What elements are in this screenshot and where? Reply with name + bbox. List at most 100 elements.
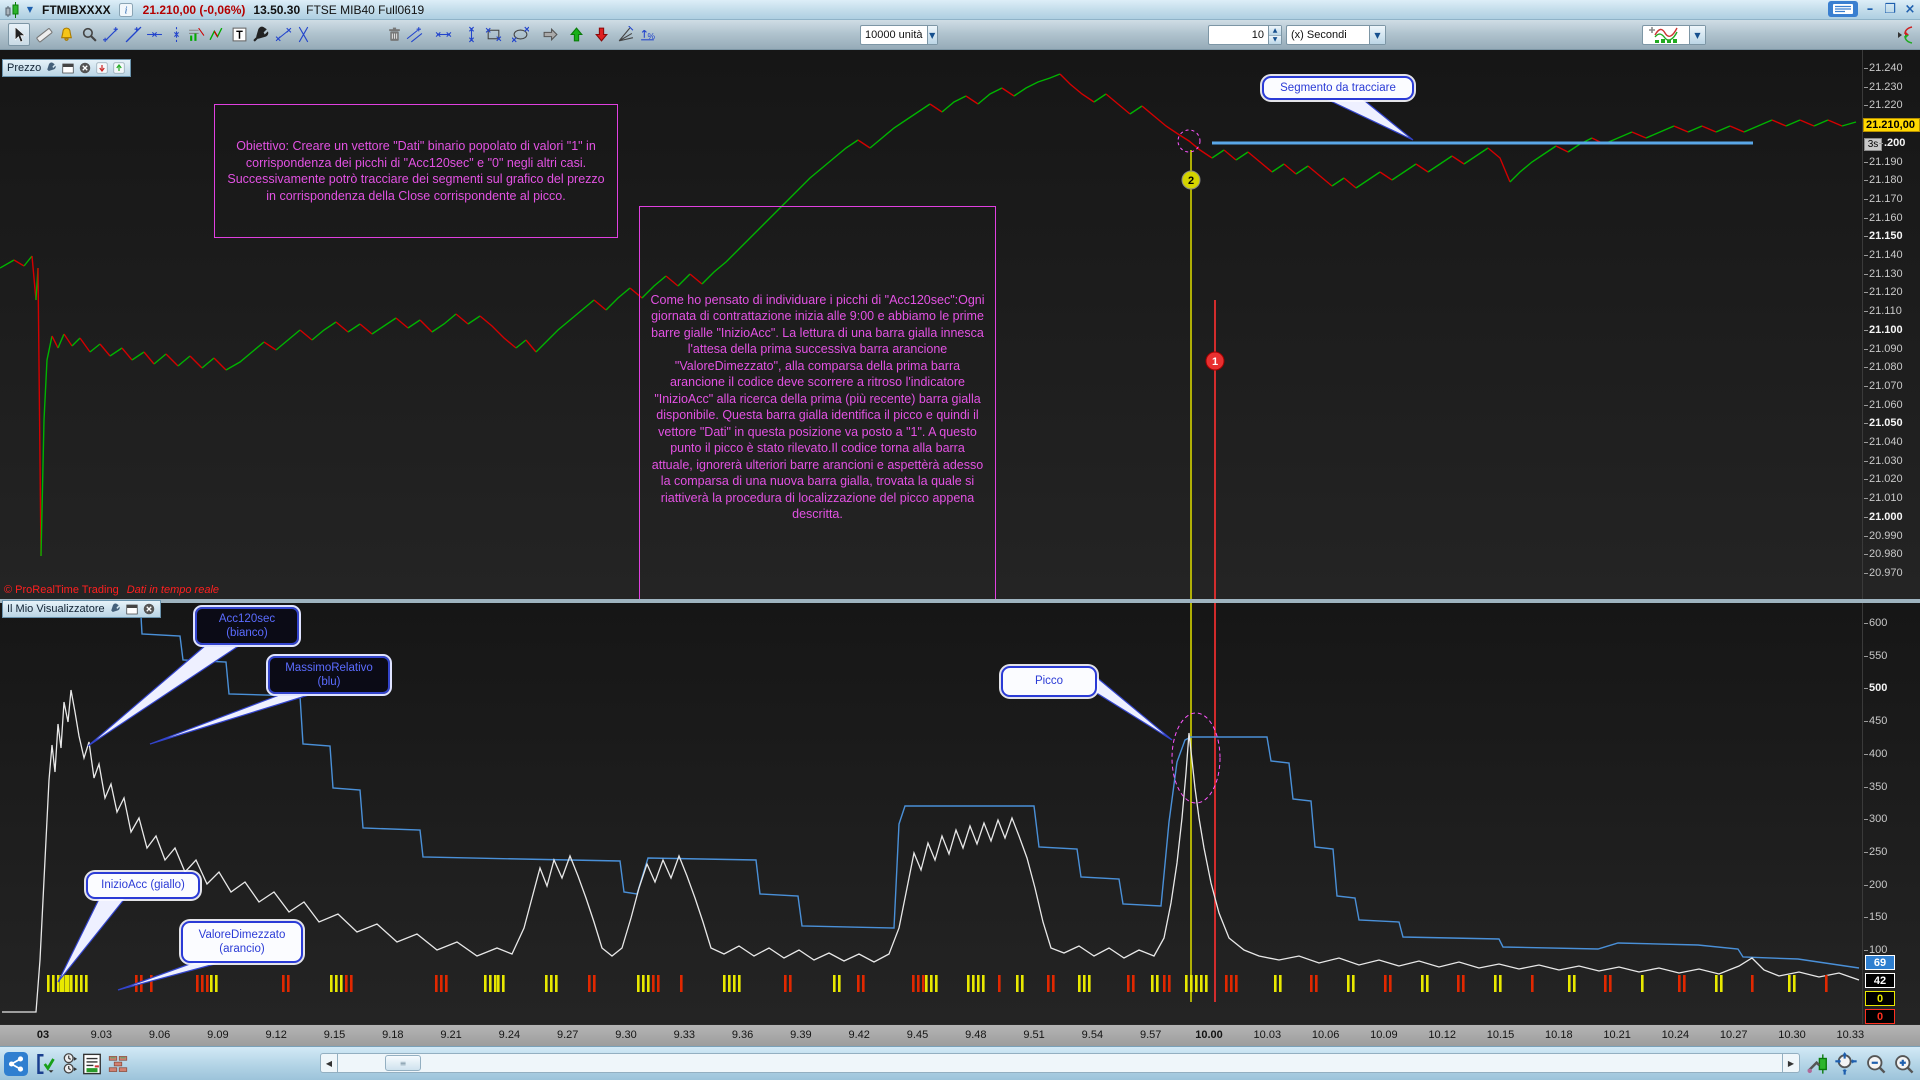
share-icon[interactable] (4, 1052, 28, 1076)
valoredimezzato-bar (922, 975, 925, 992)
rectangle-tool-icon[interactable] (482, 23, 504, 46)
text-tool-icon[interactable] (228, 23, 250, 46)
segment-cross-tool-icon[interactable] (272, 23, 294, 46)
zoom-fit-icon[interactable] (1834, 1052, 1858, 1076)
price-tick-label: 21.100 (1864, 323, 1903, 336)
vertical-segment-tool-icon[interactable] (460, 23, 482, 46)
interval-spinner-icons[interactable]: ▲ ▼ (1268, 26, 1281, 44)
chart-settings-icon[interactable] (1806, 1052, 1830, 1076)
massimorelativo-callout[interactable]: MassimoRelativo (blu) (266, 654, 392, 696)
vertical-line-tool-icon[interactable] (165, 23, 187, 46)
time-tick-label: 10.03 (1253, 1029, 1282, 1041)
valoredimezzato-bar (1132, 975, 1135, 992)
panel-settings-icon[interactable] (108, 603, 122, 616)
panel-window-icon[interactable] (61, 62, 75, 75)
segment-tool-icon[interactable] (100, 23, 122, 46)
ruler-tool-icon[interactable] (33, 23, 55, 46)
valoredimezzato-bar (912, 975, 915, 992)
annotation-chart-tool-icon[interactable] (185, 23, 207, 46)
keyboard-icon[interactable] (1828, 1, 1858, 17)
interval-unit-dropdown-icon[interactable]: ▼ (1369, 26, 1385, 44)
percent-tool-icon[interactable]: % (636, 23, 658, 46)
inizioacc-bar (972, 975, 975, 992)
indicator-tick-label: 450 (1863, 715, 1888, 728)
scroll-left-icon[interactable]: ◀ (321, 1054, 338, 1072)
parallel-lines-tool-icon[interactable] (403, 23, 425, 46)
horizontal-segment-tool-icon[interactable] (432, 23, 454, 46)
inizioacc-callout[interactable]: InizioAcc (giallo) (86, 872, 200, 899)
marker-2-circle[interactable] (1181, 170, 1201, 190)
units-dropdown-icon[interactable]: ▼ (926, 26, 937, 44)
units-dropdown[interactable]: 10000 unità ▼ (860, 25, 938, 45)
pointer-tool-icon[interactable] (8, 23, 30, 46)
price-tick-label: 20.970 (1864, 566, 1903, 579)
chart-type-dropdown-icon[interactable]: ▼ (1689, 26, 1705, 44)
scrollbar-thumb[interactable]: ≡ (385, 1055, 421, 1071)
picco-highlight-ellipse[interactable] (1171, 712, 1221, 804)
interval-value-spinner[interactable]: 10 ▲ ▼ (1208, 25, 1282, 45)
segmento-da-tracciare-callout[interactable]: Segmento da tracciare (1262, 76, 1414, 100)
inizioacc-bar (1205, 975, 1208, 992)
order-confirm-icon[interactable] (34, 1052, 58, 1076)
horizontal-scrollbar[interactable]: ◀ ≡ ▶ (320, 1053, 1800, 1073)
market-depth-icon[interactable] (106, 1052, 130, 1076)
price-axis[interactable]: 21.240 21.230 21.220 21.210,00 3s .200 21.190 2… (1862, 50, 1920, 599)
news-icon[interactable] (80, 1052, 104, 1076)
info-icon[interactable]: i (117, 2, 135, 18)
price-panel-tab[interactable]: Prezzo (2, 59, 132, 77)
valoredimezzato-callout[interactable]: ValoreDimezzato (arancio) (181, 921, 303, 963)
line-tool-icon[interactable] (122, 23, 144, 46)
inizioacc-bar (484, 975, 487, 992)
arrow-right-tool-icon[interactable] (539, 23, 561, 46)
zoom-in-icon[interactable] (1892, 1052, 1916, 1076)
panel-move-up-icon[interactable] (112, 62, 126, 75)
restore-button[interactable]: ❐ (1884, 1, 1896, 17)
interval-unit-dropdown[interactable]: (x) Secondi ▼ (1286, 25, 1386, 45)
zoom-tool-icon[interactable] (78, 23, 100, 46)
inizioacc-bar (52, 975, 55, 992)
time-tick-label: 9.57 (1139, 1029, 1162, 1041)
crossed-lines-tool-icon[interactable] (292, 23, 314, 46)
close-highlight-circle[interactable] (1177, 129, 1201, 153)
panel-move-down-icon[interactable] (95, 62, 109, 75)
valoredimezzato-callout-text: (arancio) (219, 943, 265, 955)
chart-type-button[interactable]: ▼ (1642, 25, 1706, 45)
marker-1-circle[interactable] (1205, 351, 1225, 371)
valoredimezzato-bar (862, 975, 865, 992)
instrument-dropdown-icon[interactable]: ▼ (26, 5, 34, 14)
clock-settings-icon[interactable] (58, 1052, 82, 1076)
minimize-button[interactable]: – (1866, 1, 1874, 17)
annotation-method-box[interactable]: Come ho pensato di individuare i picchi … (639, 206, 996, 608)
collapse-panel-icon[interactable] (1896, 23, 1918, 46)
alert-tool-icon[interactable] (55, 23, 77, 46)
panel-window-icon[interactable] (125, 603, 139, 616)
valoredimezzato-bar (1168, 975, 1171, 992)
panel-close-icon[interactable] (78, 62, 92, 75)
ellipse-tool-icon[interactable] (509, 23, 531, 46)
fan-lines-tool-icon[interactable] (614, 23, 636, 46)
arrow-down-tool-icon[interactable] (590, 23, 612, 46)
close-button[interactable]: × (1904, 1, 1916, 17)
titlebar: ▼ FTMIBXXXX i 21.210,00 (-0,06%) 13.50.3… (0, 0, 1920, 20)
delete-tool-icon[interactable] (383, 23, 405, 46)
annotation-objective-box[interactable]: Obiettivo: Creare un vettore "Dati" bina… (214, 104, 618, 238)
picco-callout[interactable]: Picco (1001, 666, 1097, 697)
indicator-panel-tab[interactable]: Il Mio Visualizzatore (2, 600, 161, 618)
zigzag-tool-icon[interactable] (206, 23, 228, 46)
horizontal-line-tool-icon[interactable] (143, 23, 165, 46)
scroll-right-icon[interactable]: ▶ (1782, 1054, 1799, 1072)
zoom-out-icon[interactable] (1864, 1052, 1888, 1076)
valoredimezzato-bar (196, 975, 199, 992)
acc120sec-callout[interactable]: Acc120sec (bianco) (193, 605, 301, 647)
inizioacc-bar (1200, 975, 1203, 992)
time-axis[interactable]: 03 9.03 9.06 9.09 9.12 9.15 9.18 9.21 9.24 9.27 9.… (0, 1024, 1920, 1046)
indicator-axis[interactable]: 600 550 500 450 400 350 300 250 200 150 100 69 42 0 0 (1862, 603, 1920, 1024)
drawing-settings-tool-icon[interactable] (250, 23, 272, 46)
panel-close-icon[interactable] (142, 603, 156, 616)
panel-settings-icon[interactable] (44, 62, 58, 75)
arrow-up-tool-icon[interactable] (565, 23, 587, 46)
valoredimezzato-bar (150, 975, 153, 992)
inizioacc-bar (1078, 975, 1081, 992)
panel-splitter[interactable] (0, 599, 1920, 603)
